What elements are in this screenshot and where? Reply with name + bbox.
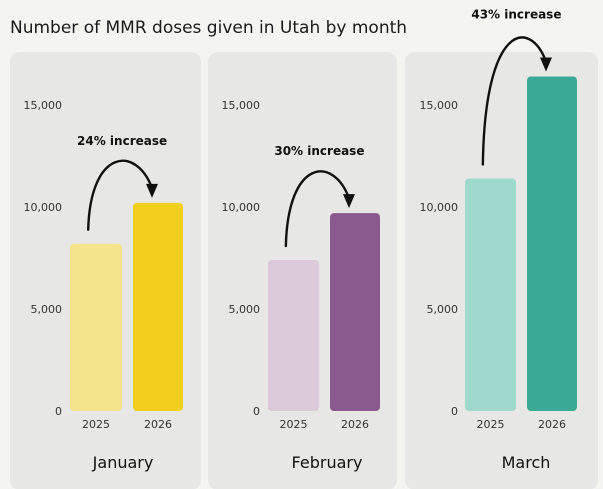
bar-february-2026 bbox=[330, 213, 380, 411]
increase-annotation-january: 24% increase bbox=[77, 134, 167, 148]
y-tick-label: 10,000 bbox=[420, 201, 459, 214]
y-tick-label: 0 bbox=[253, 405, 260, 418]
increase-arrow-january bbox=[87, 159, 154, 231]
bar-january-2026 bbox=[133, 202, 183, 411]
arrowhead-february bbox=[343, 194, 355, 209]
increase-arrow-march bbox=[481, 36, 548, 166]
y-tick-label: 15,000 bbox=[222, 99, 261, 112]
bar-march-2025 bbox=[465, 178, 516, 411]
month-label-february: February bbox=[292, 453, 363, 472]
arrowhead-january bbox=[146, 183, 158, 198]
x-tick-label: 2025 bbox=[280, 418, 308, 431]
x-tick-label: 2025 bbox=[477, 418, 505, 431]
x-tick-label: 2026 bbox=[341, 418, 369, 431]
x-tick-label: 2026 bbox=[538, 418, 566, 431]
increase-annotation-february: 30% increase bbox=[274, 144, 364, 158]
y-tick-label: 10,000 bbox=[222, 201, 261, 214]
y-tick-label: 5,000 bbox=[427, 303, 459, 316]
y-tick-label: 0 bbox=[55, 405, 62, 418]
y-tick-label: 5,000 bbox=[31, 303, 63, 316]
bar-march-2026 bbox=[527, 76, 577, 411]
month-label-january: January bbox=[92, 453, 154, 472]
x-tick-label: 2026 bbox=[144, 418, 172, 431]
y-tick-label: 15,000 bbox=[24, 99, 63, 112]
increase-arrow-february bbox=[284, 170, 351, 248]
bar-january-2025 bbox=[70, 243, 122, 411]
y-tick-label: 5,000 bbox=[229, 303, 261, 316]
x-tick-label: 2025 bbox=[82, 418, 110, 431]
bar-february-2025 bbox=[268, 260, 319, 411]
month-label-march: March bbox=[502, 453, 551, 472]
arrowhead-march bbox=[540, 57, 552, 72]
y-tick-label: 15,000 bbox=[420, 99, 459, 112]
y-tick-label: 10,000 bbox=[24, 201, 63, 214]
chart-title: Number of MMR doses given in Utah by mon… bbox=[10, 18, 408, 38]
y-tick-label: 0 bbox=[451, 405, 458, 418]
increase-annotation-march: 43% increase bbox=[471, 7, 561, 21]
